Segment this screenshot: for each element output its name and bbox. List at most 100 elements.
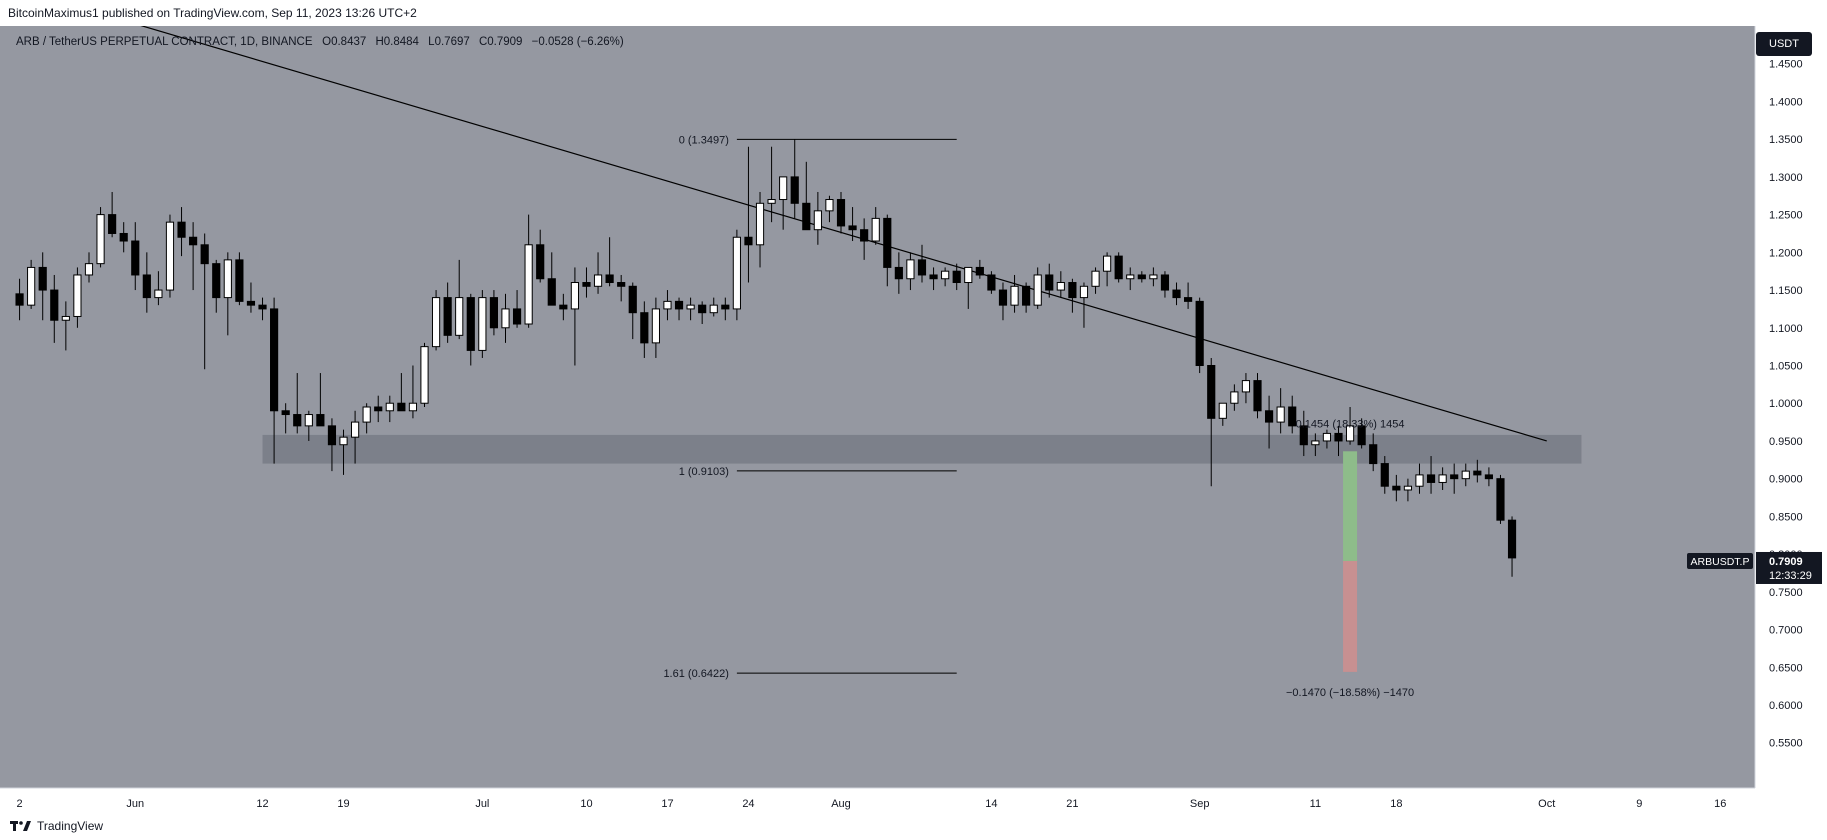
candle-body	[1241, 380, 1251, 393]
candle	[1091, 267, 1100, 294]
candle-body	[1207, 365, 1216, 419]
candle	[177, 207, 186, 257]
candle-body	[1195, 300, 1204, 367]
y-tick-label: 1.1000	[1769, 323, 1803, 335]
price-axis-panel	[1755, 26, 1827, 814]
candle	[27, 259, 36, 309]
candle-body	[466, 297, 475, 351]
candle	[443, 282, 452, 343]
candle	[1450, 463, 1459, 494]
candle-body	[1056, 282, 1065, 291]
x-tick-label: 24	[742, 798, 754, 810]
candle	[732, 229, 741, 321]
candle-body	[1137, 274, 1146, 280]
candle	[906, 252, 915, 291]
candle	[1473, 459, 1482, 483]
candle-body	[755, 202, 765, 246]
currency-button[interactable]: USDT	[1756, 32, 1812, 56]
candle-body	[212, 263, 221, 299]
candle	[964, 266, 973, 309]
candle	[374, 395, 383, 423]
candle	[38, 252, 47, 321]
candle-body	[582, 282, 591, 287]
candle	[15, 278, 24, 321]
candle-body	[640, 312, 649, 344]
candle-body	[1172, 289, 1181, 299]
candle-body	[536, 244, 545, 280]
candle	[674, 297, 684, 321]
candle	[1241, 373, 1251, 404]
candle	[293, 373, 302, 434]
close-label: C	[478, 36, 488, 48]
candle	[189, 222, 198, 291]
candle	[512, 290, 522, 328]
candle-body	[431, 297, 441, 348]
tradingview-brand[interactable]: TradingView	[10, 819, 103, 833]
x-tick-label: Jun	[126, 798, 144, 810]
candle	[1484, 467, 1493, 487]
candle-body	[998, 289, 1008, 306]
price-chart[interactable]: 0 (1.3497) 1 (0.9103) 1.61 (0.6422) 0.1454 …	[0, 26, 1827, 814]
candle-body	[1184, 297, 1193, 302]
candle	[640, 301, 649, 358]
candle-body	[131, 240, 140, 276]
x-tick-label: 18	[1390, 798, 1402, 810]
candle-body	[512, 308, 522, 325]
projection-up-box	[1343, 451, 1358, 561]
y-tick-label: 1.0000	[1769, 398, 1803, 410]
candle	[1184, 282, 1193, 309]
candle	[836, 191, 846, 234]
candle-body	[1068, 282, 1077, 299]
candle-body	[350, 421, 360, 438]
candle	[362, 403, 371, 434]
candle-body	[1392, 485, 1401, 491]
candle	[304, 410, 313, 441]
candle-body	[1045, 274, 1054, 291]
candle	[721, 297, 730, 321]
candle	[1230, 384, 1239, 411]
candle-body	[941, 270, 950, 280]
candle	[1380, 456, 1389, 494]
candle-body	[281, 410, 290, 416]
candle	[270, 297, 279, 464]
candle	[860, 218, 869, 260]
candle-body	[547, 278, 556, 306]
candle	[813, 191, 822, 245]
candle-body	[964, 266, 973, 284]
candle-body	[1218, 402, 1227, 419]
candle	[998, 282, 1008, 321]
change-value: −0.0528 (−6.26%)	[531, 36, 624, 48]
support-zone	[262, 434, 1582, 464]
candle-body	[1299, 425, 1308, 446]
candle	[1195, 297, 1204, 374]
candle	[1264, 395, 1274, 449]
price-tag-countdown: 12:33:29	[1769, 570, 1812, 582]
x-tick-label: 12	[256, 798, 268, 810]
chart-area[interactable]: 0 (1.3497) 1 (0.9103) 1.61 (0.6422) 0.1454 …	[0, 26, 1827, 814]
x-tick-label: 2	[17, 798, 23, 810]
candle	[478, 290, 487, 358]
candle-body	[813, 210, 822, 231]
candle	[1022, 282, 1031, 313]
candle	[397, 373, 406, 412]
candle	[848, 207, 857, 242]
candle-body	[987, 274, 996, 291]
candle	[200, 233, 209, 370]
candle	[779, 176, 788, 230]
candle	[235, 252, 244, 306]
candle-body	[848, 225, 857, 231]
candle	[1415, 463, 1424, 494]
candle-body	[1276, 406, 1285, 423]
candle	[339, 429, 348, 475]
y-tick-label: 1.4500	[1769, 59, 1803, 71]
candle-body	[154, 289, 163, 299]
symbol-name: ARB / TetherUS PERPETUAL CONTRACT, 1D, B…	[16, 36, 313, 48]
candle-body	[385, 402, 394, 412]
fib-level-label: 0 (1.3497)	[679, 134, 729, 146]
candle-body	[617, 282, 626, 287]
candle	[1311, 433, 1320, 457]
candle	[431, 290, 441, 351]
candle	[1438, 467, 1447, 490]
candle	[1207, 357, 1216, 487]
fib-level-label: 1 (0.9103)	[679, 466, 729, 478]
